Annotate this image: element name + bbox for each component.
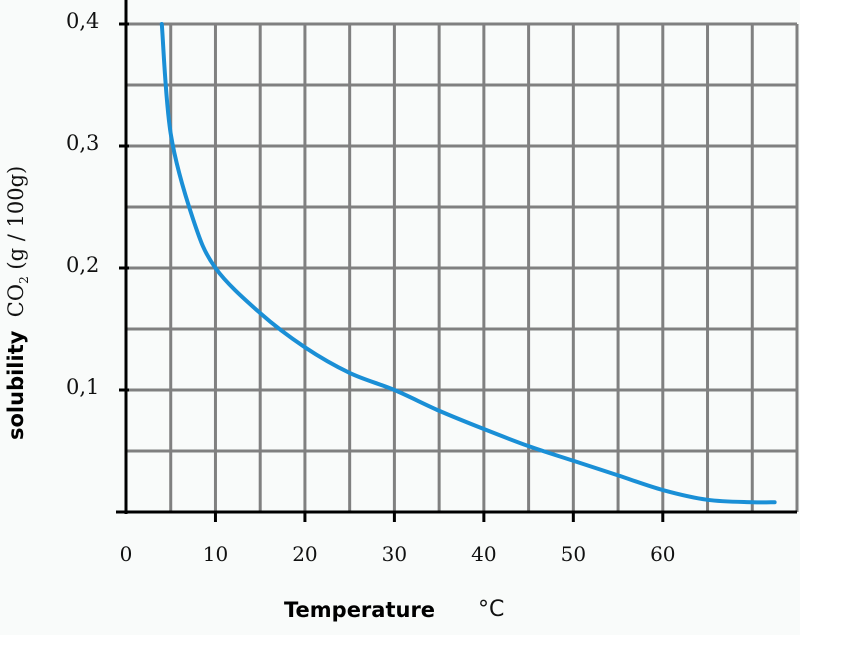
x-tick-label: 30: [381, 542, 408, 566]
x-tick-label: 10: [202, 542, 229, 566]
x-tick-label: 60: [650, 542, 676, 566]
x-tick-label: 50: [560, 542, 587, 566]
y-axis-label-unit: (g / 100g): [4, 165, 28, 270]
x-tick-label: 0: [119, 542, 133, 566]
y-tick-label: 0,4: [66, 9, 100, 33]
chart-background: [0, 0, 800, 635]
y-tick-label: 0,1: [66, 375, 100, 399]
y-axis-label-bold: solubility: [4, 330, 28, 440]
x-axis-unit: °C: [478, 597, 505, 622]
y-axis-label-subscript: 2: [17, 276, 32, 284]
y-axis-label: solubility CO2 (g / 100g): [4, 166, 31, 440]
x-axis-label: Temperature: [284, 598, 436, 622]
y-axis-label-species: CO: [4, 283, 28, 318]
x-tick-label: 20: [292, 542, 318, 566]
y-tick-label: 0,3: [66, 131, 100, 155]
solubility-curve: [159, 22, 777, 505]
x-tick-label: 40: [471, 542, 497, 566]
y-tick-label: 0,2: [66, 253, 100, 277]
